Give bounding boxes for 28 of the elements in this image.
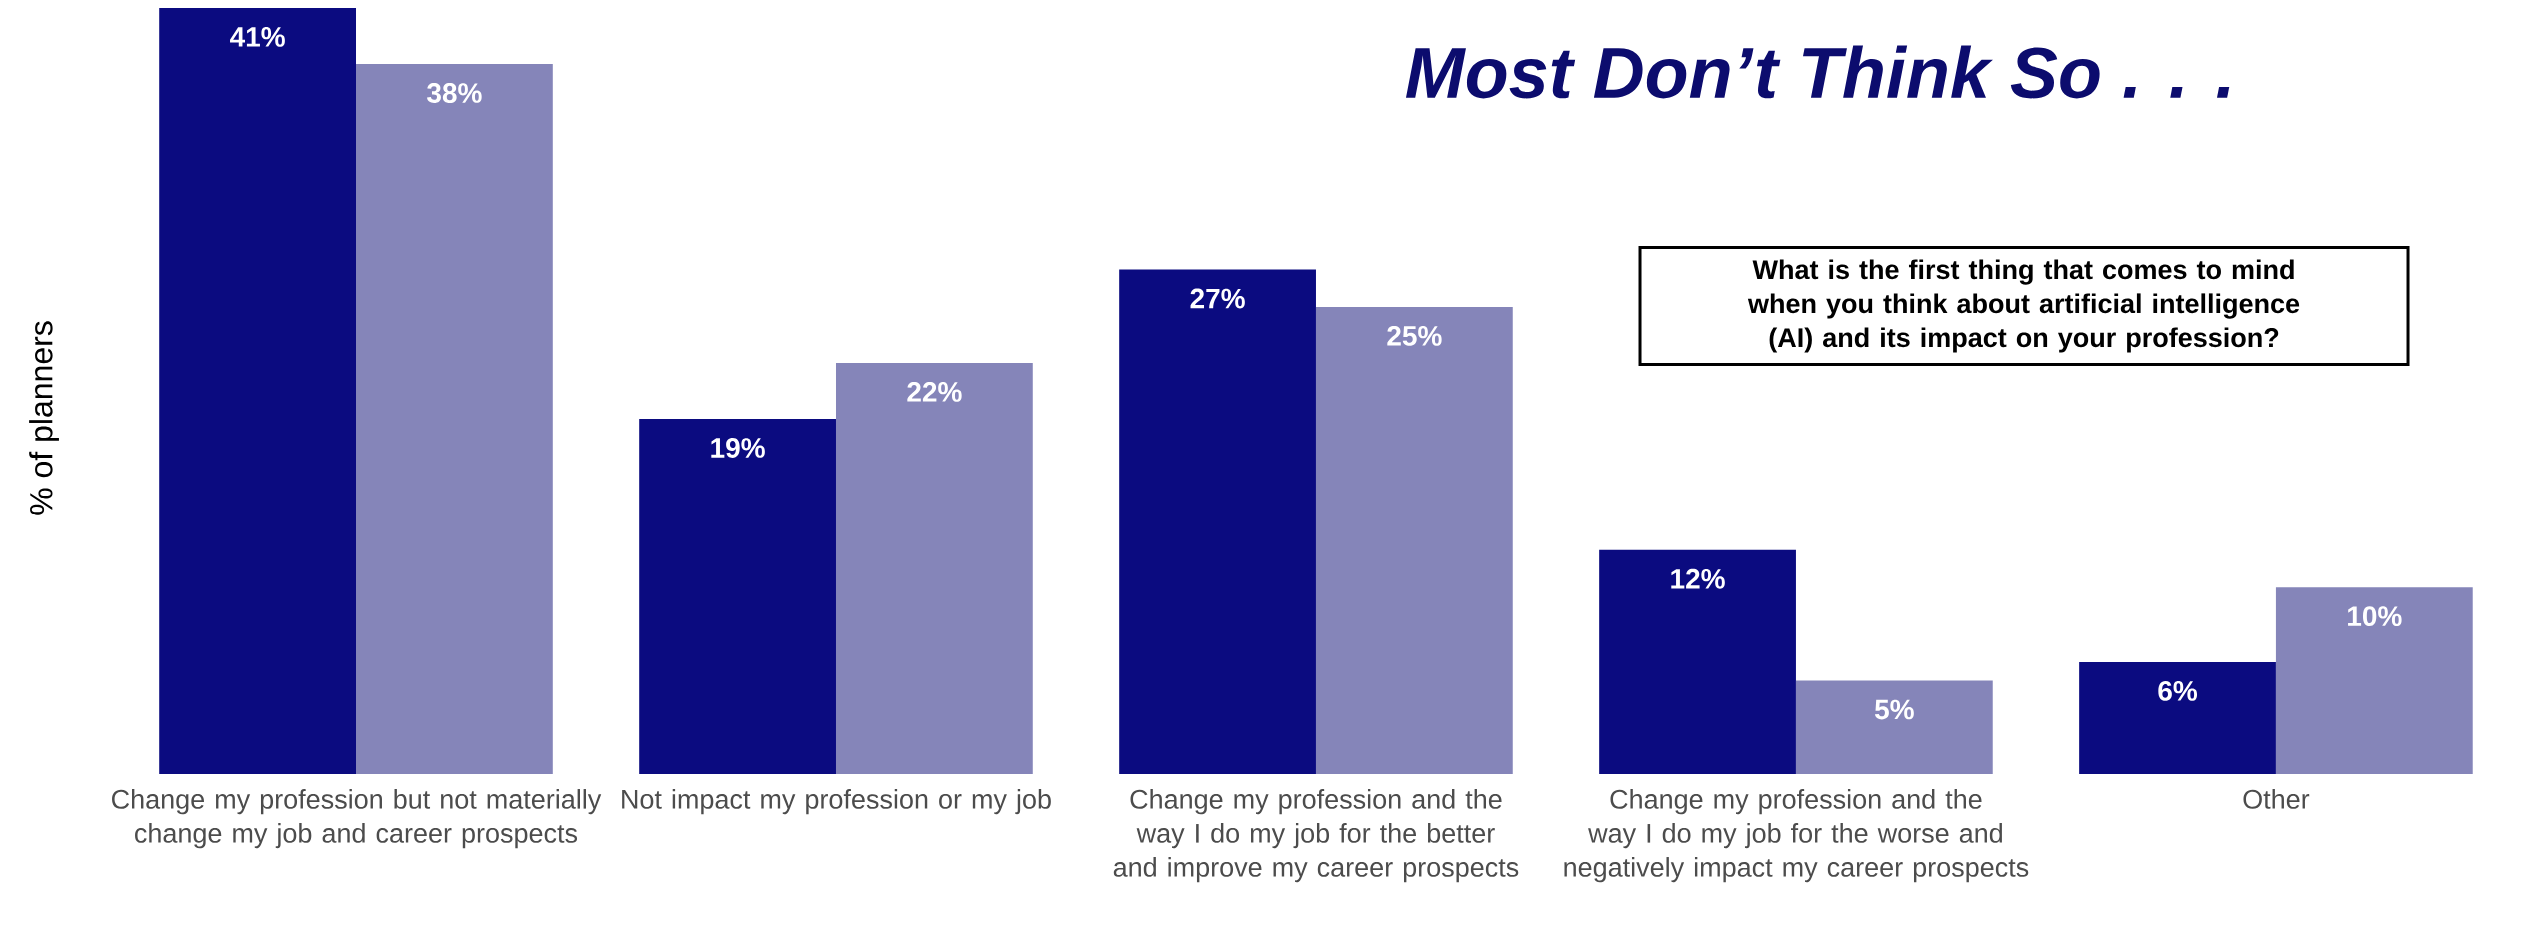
bar [1599, 549, 1796, 774]
chart-title: Most Don’t Think So . . . [1405, 45, 2230, 99]
data-label: 12% [1671, 568, 1725, 589]
x-tick-label: Change my profession but not materially change my job and career prospects [112, 789, 602, 849]
data-label: 38% [427, 83, 482, 103]
bar [1315, 306, 1513, 774]
data-label: 22% [907, 382, 962, 402]
data-label: 5% [1874, 699, 1914, 720]
bar [1795, 680, 1993, 774]
annotation: What is the first thing that comes to mind when you think about artificial intelligence (AI) and its impact on your profession? [1747, 259, 2300, 353]
x-tick-label: Change my profession and the way I do my job for the better and improve my career prospects [1113, 789, 1519, 883]
data-label: 19% [711, 438, 765, 458]
bar [1119, 269, 1316, 774]
data-label: 6% [2158, 680, 2198, 701]
bar [835, 362, 1033, 774]
data-label: 25% [1387, 325, 1442, 346]
bar [356, 64, 553, 774]
bar [2275, 587, 2473, 774]
data-label: 27% [1190, 288, 1245, 309]
data-label: 10% [2348, 606, 2402, 627]
y-axis-title: % of planners [29, 321, 59, 515]
x-tick-label: Change my profession and the way I do my job for the worse and negatively impact my career prospects [1564, 789, 2029, 883]
x-tick-label: Not impact my profession or my job [622, 789, 1051, 815]
x-tick-label: Other [2243, 789, 2310, 809]
bar [2079, 661, 2276, 774]
data-label: 41% [230, 27, 285, 47]
bar [639, 419, 836, 774]
bar [159, 7, 356, 774]
